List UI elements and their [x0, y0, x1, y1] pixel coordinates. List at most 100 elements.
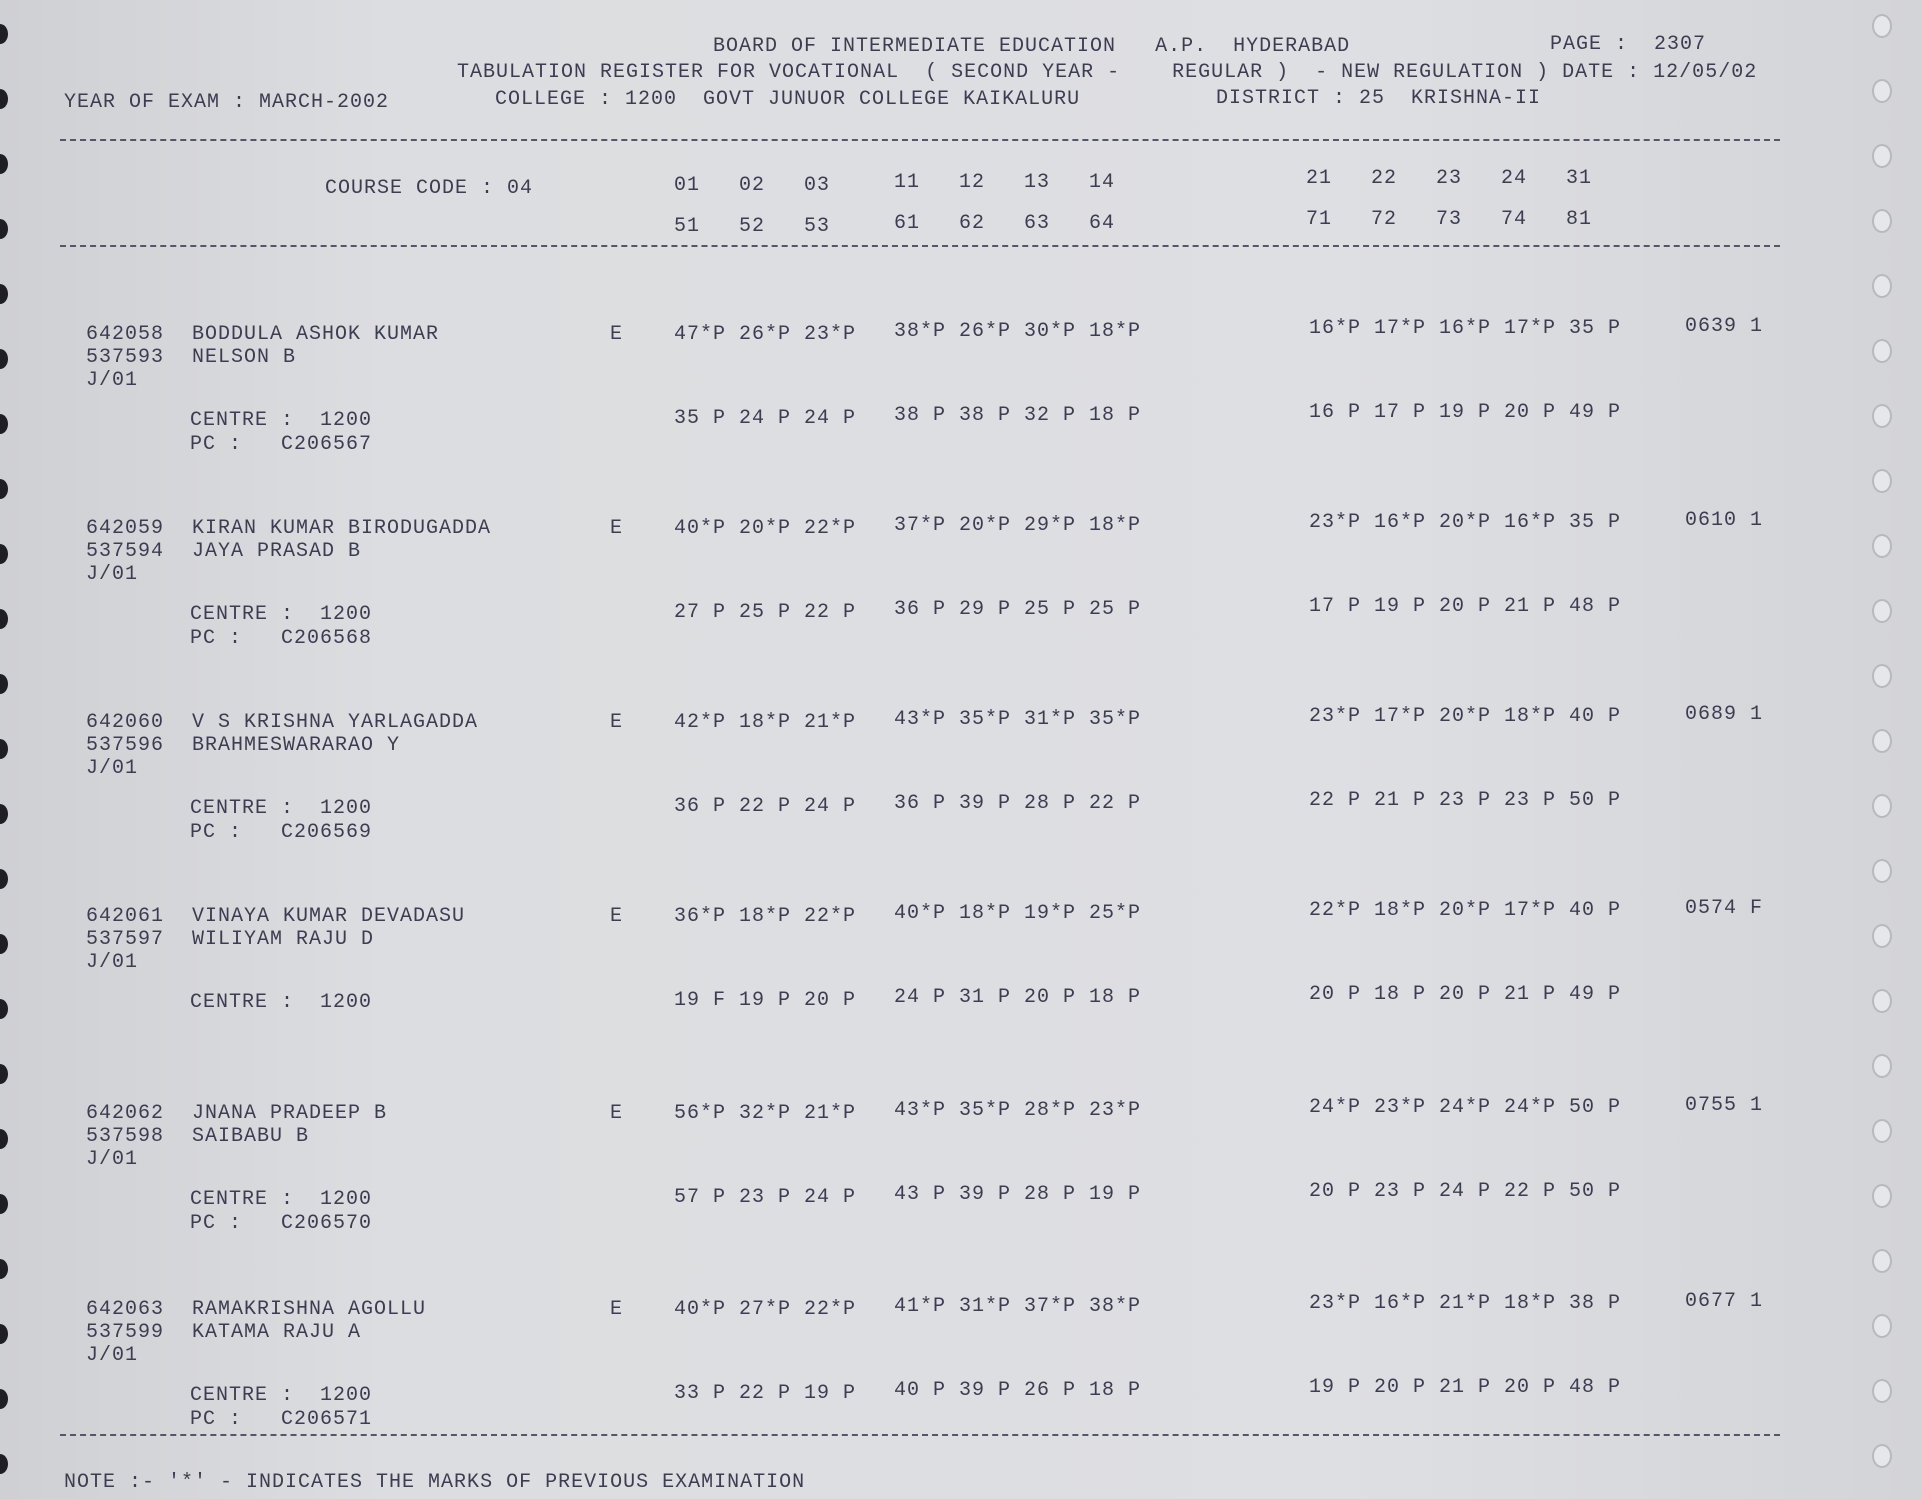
marks-group-3: 23*P 16*P 20*P 16*P 35 P	[1309, 511, 1622, 534]
student-name: RAMAKRISHNA AGOLLU	[192, 1298, 427, 1321]
sprocket-hole	[0, 1389, 8, 1409]
exam-type: E	[610, 905, 624, 928]
page-number: PAGE : 2307	[1550, 33, 1707, 56]
batch: J/01	[86, 563, 139, 586]
student-id: 642058	[86, 323, 165, 346]
course-code: COURSE CODE : 04	[325, 177, 534, 200]
sprocket-hole	[1872, 339, 1892, 363]
exam-type: E	[610, 1102, 624, 1125]
batch: J/01	[86, 951, 139, 974]
roll-number: 537594	[86, 540, 165, 563]
student-name: VINAYA KUMAR DEVADASU	[192, 905, 466, 928]
sprocket-hole	[0, 24, 8, 44]
father-name: WILIYAM RAJU D	[192, 928, 375, 951]
current-marks-1: 35 P 24 P 24 P	[674, 407, 857, 430]
sprocket-hole	[1872, 404, 1892, 428]
student-id: 642060	[86, 711, 165, 734]
student-name: JNANA PRADEEP B	[192, 1102, 388, 1125]
marks-group-3: 23*P 16*P 21*P 18*P 38 P	[1309, 1292, 1622, 1315]
student-record: 642059 KIRAN KUMAR BIRODUGADDA E 40*P 20*P …	[0, 510, 1922, 718]
subject-codes-3: 21 22 23 24 31	[1306, 167, 1593, 190]
sprocket-hole	[1872, 1184, 1892, 1208]
sprocket-hole	[0, 544, 8, 564]
current-marks-2: 38 P 38 P 32 P 18 P	[894, 404, 1142, 427]
batch: J/01	[86, 1148, 139, 1171]
sprocket-hole	[1872, 1444, 1892, 1468]
sprocket-hole	[1872, 1314, 1892, 1338]
roll-number: 537598	[86, 1125, 165, 1148]
marks-group-3: 23*P 17*P 20*P 18*P 40 P	[1309, 705, 1622, 728]
father-name: SAIBABU B	[192, 1125, 310, 1148]
subject-codes-6: 71 72 73 74 81	[1306, 208, 1593, 231]
father-name: NELSON B	[192, 346, 297, 369]
marks-group-2: 40*P 18*P 19*P 25*P	[894, 902, 1142, 925]
student-record: 642058 BODDULA ASHOK KUMAR E 47*P 26*P 23*P…	[0, 316, 1922, 524]
current-marks-3: 17 P 19 P 20 P 21 P 48 P	[1309, 595, 1622, 618]
sprocket-hole	[0, 609, 8, 629]
sprocket-hole	[0, 154, 8, 174]
sprocket-hole	[0, 219, 8, 239]
subject-codes-5: 61 62 63 64	[894, 212, 1116, 235]
subject-codes-2: 11 12 13 14	[894, 171, 1116, 194]
roll-number: 537596	[86, 734, 165, 757]
sprocket-hole	[0, 739, 8, 759]
father-name: BRAHMESWARARAO Y	[192, 734, 401, 757]
district: DISTRICT : 25 KRISHNA-II	[1216, 87, 1542, 110]
student-record: 642061 VINAYA KUMAR DEVADASU E 36*P 18*P 22…	[0, 898, 1922, 1106]
roll-number: 537593	[86, 346, 165, 369]
marks-group-1: 40*P 27*P 22*P	[674, 1298, 857, 1321]
year-of-exam: YEAR OF EXAM : MARCH-2002	[64, 91, 390, 114]
roll-number: 537597	[86, 928, 165, 951]
sprocket-hole	[1872, 989, 1892, 1013]
marks-group-3: 24*P 23*P 24*P 24*P 50 P	[1309, 1096, 1622, 1119]
centre: CENTRE : 1200	[190, 603, 373, 626]
sprocket-hole	[1872, 1119, 1892, 1143]
divider	[60, 245, 1780, 247]
student-record: 642063 RAMAKRISHNA AGOLLU E 40*P 27*P 22*P 4…	[0, 1291, 1922, 1499]
student-id: 642061	[86, 905, 165, 928]
total-result: 0677 1	[1685, 1290, 1764, 1313]
centre: CENTRE : 1200	[190, 409, 373, 432]
centre: CENTRE : 1200	[190, 991, 373, 1014]
marks-group-2: 38*P 26*P 30*P 18*P	[894, 320, 1142, 343]
current-marks-1: 33 P 22 P 19 P	[674, 1382, 857, 1405]
current-marks-2: 43 P 39 P 28 P 19 P	[894, 1183, 1142, 1206]
sprocket-hole	[0, 1324, 8, 1344]
roll-number: 537599	[86, 1321, 165, 1344]
sprocket-hole	[1872, 599, 1892, 623]
sprocket-hole	[1872, 1054, 1892, 1078]
sprocket-hole	[0, 1129, 8, 1149]
total-result: 0610 1	[1685, 509, 1764, 532]
sprocket-hole	[0, 804, 8, 824]
current-marks-3: 22 P 21 P 23 P 23 P 50 P	[1309, 789, 1622, 812]
pc-code: PC : C206569	[190, 821, 373, 844]
sprocket-hole	[0, 1194, 8, 1214]
student-name: BODDULA ASHOK KUMAR	[192, 323, 440, 346]
sprocket-hole	[0, 1064, 8, 1084]
exam-type: E	[610, 517, 624, 540]
student-name: KIRAN KUMAR BIRODUGADDA	[192, 517, 492, 540]
sprocket-hole	[0, 414, 8, 434]
student-id: 642059	[86, 517, 165, 540]
exam-type: E	[610, 323, 624, 346]
father-name: KATAMA RAJU A	[192, 1321, 362, 1344]
sprocket-hole	[1872, 209, 1892, 233]
subject-codes-4: 51 52 53	[674, 215, 831, 238]
pc-code: PC : C206570	[190, 1212, 373, 1235]
sprocket-hole	[1872, 924, 1892, 948]
exam-type: E	[610, 1298, 624, 1321]
total-result: 0755 1	[1685, 1094, 1764, 1117]
college: COLLEGE : 1200 GOVT JUNUOR COLLEGE KAIKA…	[495, 88, 1081, 111]
student-name: V S KRISHNA YARLAGADDA	[192, 711, 479, 734]
current-marks-3: 20 P 18 P 20 P 21 P 49 P	[1309, 983, 1622, 1006]
sprocket-hole	[0, 934, 8, 954]
sprocket-hole	[1872, 664, 1892, 688]
sprocket-hole	[0, 1259, 8, 1279]
sprocket-hole	[0, 349, 8, 369]
sprocket-hole	[0, 89, 8, 109]
sprocket-hole	[1872, 534, 1892, 558]
sprocket-hole	[1872, 144, 1892, 168]
total-result: 0689 1	[1685, 703, 1764, 726]
batch: J/01	[86, 757, 139, 780]
student-id: 642063	[86, 1298, 165, 1321]
